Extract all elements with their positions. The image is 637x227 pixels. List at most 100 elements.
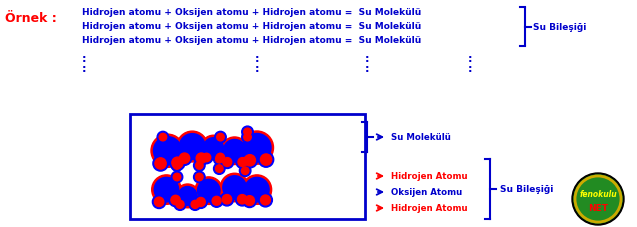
Circle shape [191,200,199,208]
Circle shape [194,151,208,166]
Circle shape [180,134,205,160]
Circle shape [154,197,164,207]
Circle shape [214,152,227,164]
Text: :: : [365,64,369,74]
Circle shape [200,152,213,164]
Circle shape [222,195,232,204]
Circle shape [215,165,223,173]
Circle shape [572,173,624,225]
Circle shape [216,153,225,162]
Circle shape [244,128,251,136]
Circle shape [240,156,251,167]
Text: NET: NET [588,204,608,212]
Text: Su Bileşiği: Su Bileşiği [500,185,554,194]
Text: Örnek :: Örnek : [5,12,57,25]
Circle shape [240,165,251,177]
Circle shape [223,158,232,167]
Circle shape [223,176,247,199]
Text: Hidrojen atomu + Oksijen atomu + Hidrojen atomu =  Su Molekülü: Hidrojen atomu + Oksijen atomu + Hidroje… [82,36,421,45]
Circle shape [177,131,208,162]
Circle shape [176,184,199,208]
Text: Hidrojen Atomu: Hidrojen Atomu [391,172,468,181]
Circle shape [196,162,203,170]
Text: Su Bileşiği: Su Bileşiği [533,23,587,32]
Circle shape [194,160,205,171]
Circle shape [157,132,169,143]
Circle shape [243,134,271,162]
Circle shape [171,160,183,171]
Circle shape [574,175,622,223]
Circle shape [172,157,183,169]
Circle shape [171,171,183,183]
Circle shape [152,195,166,209]
Circle shape [259,152,274,168]
Circle shape [154,178,178,202]
Text: :: : [365,54,369,64]
Text: Su Molekülü: Su Molekülü [391,133,451,142]
Circle shape [213,154,225,165]
Circle shape [245,178,269,202]
Circle shape [176,200,184,208]
Circle shape [195,177,222,205]
Circle shape [243,194,257,208]
Circle shape [197,180,220,202]
Text: :: : [468,64,473,74]
Circle shape [155,158,166,169]
Text: Hidrojen atomu + Oksijen atomu + Hidrojen atomu =  Su Molekülü: Hidrojen atomu + Oksijen atomu + Hidroje… [82,22,421,31]
Circle shape [261,154,272,165]
Text: fenokulu: fenokulu [579,190,617,199]
Circle shape [196,173,203,181]
Circle shape [212,197,221,205]
Circle shape [170,155,185,171]
Circle shape [194,171,205,183]
Circle shape [169,193,182,207]
Circle shape [241,167,249,175]
Circle shape [215,132,226,143]
Text: :: : [255,54,259,64]
Circle shape [213,163,225,175]
Text: Hidrojen atomu + Oksijen atomu + Hidrojen atomu =  Su Molekülü: Hidrojen atomu + Oksijen atomu + Hidroje… [82,8,421,17]
Circle shape [221,156,234,169]
Circle shape [240,131,273,165]
Circle shape [241,126,254,138]
Circle shape [171,195,180,205]
Circle shape [180,153,190,164]
Circle shape [154,137,182,165]
Text: :: : [255,64,259,74]
Circle shape [241,132,254,143]
Circle shape [224,140,246,162]
Circle shape [159,134,167,141]
Circle shape [189,198,201,210]
Circle shape [177,151,192,166]
Text: Hidrojen Atomu: Hidrojen Atomu [391,204,468,212]
Circle shape [220,173,249,202]
Circle shape [194,196,207,208]
Circle shape [174,198,186,210]
Circle shape [242,175,271,205]
Circle shape [244,155,255,166]
Circle shape [221,137,248,165]
Text: :: : [468,54,473,64]
Bar [130,114,365,219]
Circle shape [173,162,181,170]
Circle shape [238,158,247,167]
Circle shape [236,156,249,169]
Circle shape [152,175,181,205]
Text: Oksijen Atomu: Oksijen Atomu [391,188,462,197]
Circle shape [210,195,223,207]
Circle shape [215,156,223,163]
Circle shape [220,193,234,206]
Circle shape [261,195,270,205]
Circle shape [196,197,205,207]
Circle shape [236,193,249,206]
Circle shape [153,156,168,171]
Circle shape [151,135,184,168]
Circle shape [173,173,181,181]
Circle shape [201,136,225,160]
Circle shape [259,193,273,207]
Circle shape [204,138,224,158]
Circle shape [241,158,249,165]
Text: :: : [82,64,87,74]
Circle shape [217,134,224,141]
Circle shape [238,195,247,204]
